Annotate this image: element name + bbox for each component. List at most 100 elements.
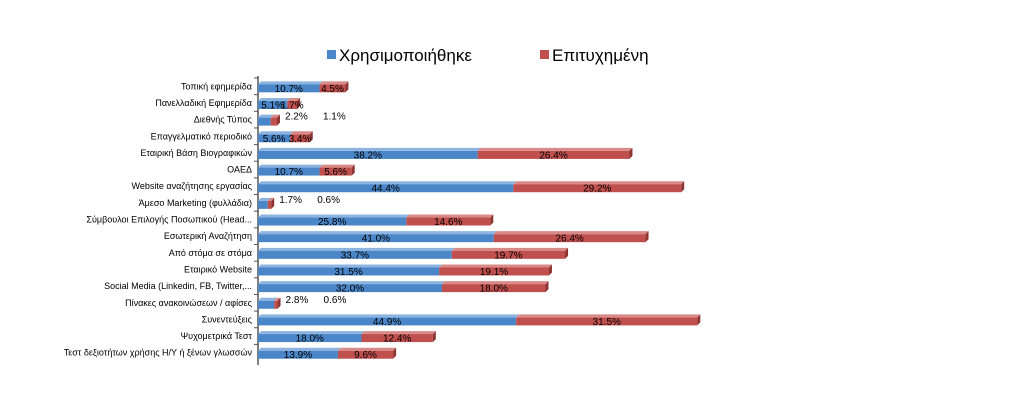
bar-used: [258, 284, 442, 293]
bar-successful-top: [406, 214, 494, 218]
bar-successful: [493, 234, 646, 243]
legend-label-successful: Επιτυχημένη: [552, 46, 649, 65]
bar-used-top: [258, 197, 271, 201]
data-label-used: 33.7%: [341, 250, 369, 261]
bar-used: [258, 134, 291, 143]
bar-used-top: [258, 297, 278, 301]
data-label-successful: 26.4%: [555, 234, 583, 245]
bar-used-top: [258, 131, 294, 135]
bar-used: [258, 300, 275, 309]
data-label-successful: 9.6%: [354, 350, 377, 361]
bar-successful-top: [267, 197, 275, 201]
bar-used-top: [258, 314, 520, 318]
plot-area: Τοπική εφημερίδα 10.7% 4.5% Πανελλαδική Εφη…: [64, 76, 701, 366]
data-label-successful: 14.6%: [434, 217, 462, 228]
data-label-successful: 3.4%: [289, 134, 312, 145]
bar-used: [258, 350, 338, 359]
bar-successful: [439, 267, 549, 276]
bar-successful: [267, 200, 272, 209]
bar-successful-top: [319, 81, 349, 85]
bar-used: [258, 250, 452, 259]
bar-used-top: [258, 214, 410, 218]
bar-successful: [274, 300, 278, 309]
bar-used-top: [258, 331, 365, 335]
category-label: Εσωτερική Αναζήτηση: [164, 231, 252, 241]
bar-used: [258, 200, 268, 209]
data-label-successful: 29.2%: [583, 184, 611, 195]
bar-side: [345, 81, 349, 93]
data-label-successful: 4.5%: [321, 84, 344, 95]
bar-side: [545, 281, 549, 293]
data-label-used: 38.2%: [354, 150, 382, 161]
data-label-successful: 26.4%: [539, 150, 567, 161]
bar-successful-top: [287, 97, 301, 101]
bar-successful-top: [361, 331, 436, 335]
category-label: Διεθνής Τύπος: [194, 115, 253, 125]
data-label-successful: 12.4%: [383, 334, 411, 345]
bar-used-top: [258, 97, 291, 101]
bar-used-top: [258, 114, 274, 118]
bar-side: [697, 314, 701, 326]
data-label-successful: 19.7%: [494, 250, 522, 261]
legend-label-used: Χρησιμοποιήθηκε: [339, 46, 472, 65]
data-label-used: 2.8%: [286, 295, 309, 306]
bar-used: [258, 334, 362, 343]
category-label: Social Media (Linkedin, FB, Twitter,...: [104, 281, 252, 291]
category-label: Τεστ δεξιοτήτων χρήσης Η/Υ ή ξένων γλωσσ…: [64, 348, 253, 358]
bar-successful-top: [513, 181, 685, 185]
bar-successful-top: [337, 347, 397, 351]
data-label-used: 10.7%: [275, 84, 303, 95]
bar-used-top: [258, 81, 323, 85]
data-label-successful: 19.1%: [480, 267, 508, 278]
bar-used: [258, 117, 271, 126]
bar-successful: [451, 250, 566, 259]
data-label-used: 18.0%: [296, 334, 324, 345]
bar-successful: [319, 84, 346, 93]
legend: Χρησιμοποιήθηκε Επιτυχημένη: [327, 46, 649, 65]
bar-successful: [442, 284, 546, 293]
data-label-used: 5.1%: [261, 100, 284, 111]
data-label-successful: 0.6%: [324, 295, 347, 306]
bar-successful: [319, 167, 352, 176]
bar-successful: [477, 150, 630, 159]
bar-used-top: [258, 281, 445, 285]
category-label: Εταιρική Βάση Βιογραφικών: [140, 148, 252, 158]
bar-successful: [361, 334, 433, 343]
category-label: ΟΑΕΔ: [227, 165, 252, 175]
data-label-successful: 31.5%: [593, 317, 621, 328]
category-label: Website αναζήτησης εργασίας: [132, 181, 253, 191]
bar-side: [277, 297, 281, 309]
bar-side: [432, 331, 436, 343]
category-label: Συνεντεύξεις: [202, 314, 253, 324]
bar-successful-top: [319, 164, 355, 168]
bar-successful: [287, 100, 298, 109]
bar-successful-top: [290, 131, 313, 135]
bar-successful-top: [442, 281, 549, 285]
category-label: Άμεσο Marketing (φυλλάδια): [139, 198, 252, 208]
bar-side: [645, 231, 649, 243]
bar-used: [258, 234, 494, 243]
bar-successful-top: [516, 314, 701, 318]
legend-swatch-successful: [540, 50, 549, 59]
bar-side: [393, 347, 397, 359]
bar-used-top: [258, 347, 341, 351]
data-label-used: 41.0%: [362, 234, 390, 245]
bar-side: [276, 114, 280, 126]
bar-used-top: [258, 264, 443, 268]
bar-successful-top: [274, 297, 281, 301]
bar-side: [297, 97, 301, 109]
bar-successful-top: [451, 247, 569, 251]
bar-successful: [406, 217, 491, 226]
bar-successful: [270, 117, 277, 126]
data-label-used: 5.6%: [263, 134, 286, 145]
bar-used: [258, 150, 478, 159]
bar-used-top: [258, 147, 481, 151]
category-label: Επαγγελματικό περιοδικό: [151, 131, 252, 141]
bar-used-top: [258, 164, 323, 168]
bar-successful-top: [270, 114, 280, 118]
bar-used: [258, 184, 514, 193]
bar-side: [629, 147, 633, 159]
bar-used: [258, 317, 517, 326]
bar-used: [258, 100, 288, 109]
data-label-used: 44.4%: [371, 184, 399, 195]
